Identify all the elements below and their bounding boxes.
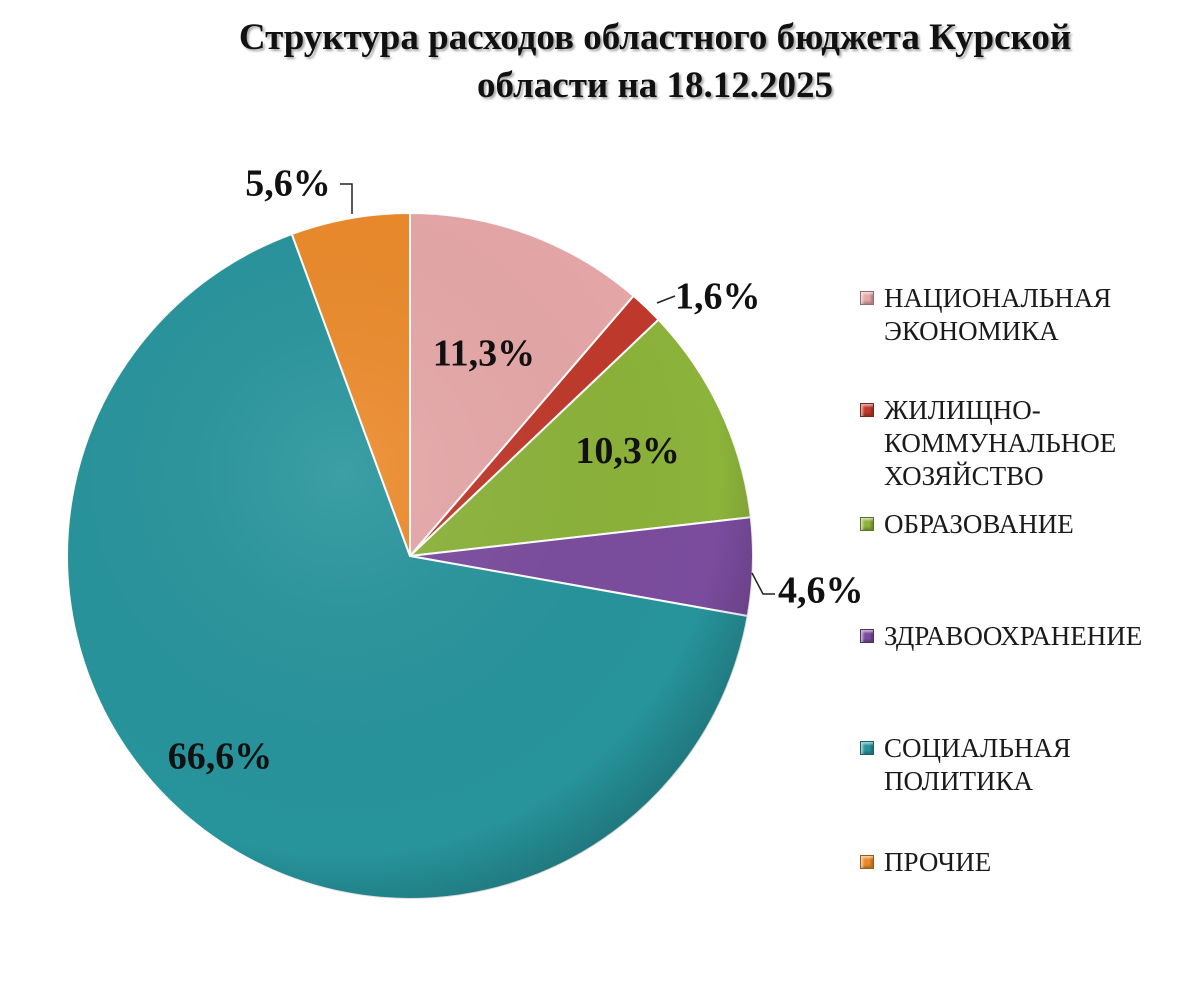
legend-label-line: ПРОЧИЕ [884,847,992,877]
chart-title-line-1: Структура расходов областного бюджета Ку… [238,17,1072,58]
legend-swatch-nat-econ [860,291,874,305]
legend-swatch-health [860,629,874,643]
pie-slices [66,211,754,900]
chart-title: Структура расходов областного бюджета Ку… [130,14,1180,110]
legend-label-line: ЭКОНОМИКА [884,316,1059,346]
legend-label-health: ЗДРАВООХРАНЕНИЕ [884,620,1142,653]
leader-line-health [751,572,775,595]
legend-item-other: ПРОЧИЕ [860,846,991,879]
slice-label-housing: 1,6% [675,276,761,318]
slice-labels: 11,3% 1,6% 10,3% 4,6% 66,6% 5,6% [168,163,864,778]
legend-label-line: СОЦИАЛЬНАЯ [884,733,1071,763]
legend-label-line: ХОЗЯЙСТВО [884,461,1044,491]
chart-title-line-2: области на 18.12.2025 [476,65,834,106]
leader-line-housing [656,295,676,304]
legend-label-line: ОБРАЗОВАНИЕ [884,509,1074,539]
legend-label-line: КОММУНАЛЬНОЕ [884,428,1117,458]
legend-item-social: СОЦИАЛЬНАЯ ПОЛИТИКА [860,732,1071,798]
legend-item-education: ОБРАЗОВАНИЕ [860,508,1074,541]
slice-label-health: 4,6% [778,570,864,612]
slice-label-education: 10,3% [575,430,680,472]
legend-label-line: ЖИЛИЩНО- [884,395,1041,425]
legend-label-other: ПРОЧИЕ [884,846,991,879]
legend-swatch-education [860,517,874,531]
slice-label-social: 66,6% [168,736,273,778]
legend-label-line: ЗДРАВООХРАНЕНИЕ [884,621,1143,651]
legend-item-health: ЗДРАВООХРАНЕНИЕ [860,620,1142,653]
legend-label-line: ПОЛИТИКА [884,766,1033,796]
legend-swatch-other [860,855,874,869]
slice-label-other: 5,6% [245,163,331,205]
legend-label-line: НАЦИОНАЛЬНАЯ [884,283,1112,313]
legend-label-housing: ЖИЛИЩНО- КОММУНАЛЬНОЕ ХОЗЯЙСТВО [884,394,1116,493]
leader-lines [340,183,775,595]
legend-item-housing: ЖИЛИЩНО- КОММУНАЛЬНОЕ ХОЗЯЙСТВО [860,394,1116,493]
slice-label-nat-econ: 11,3% [433,332,535,374]
legend-label-nat-econ: НАЦИОНАЛЬНАЯ ЭКОНОМИКА [884,282,1111,348]
leader-line-other [340,183,353,214]
legend-swatch-social [860,741,874,755]
legend-label-education: ОБРАЗОВАНИЕ [884,508,1074,541]
legend-swatch-housing [860,403,874,417]
legend-label-social: СОЦИАЛЬНАЯ ПОЛИТИКА [884,732,1071,798]
legend-item-nat-econ: НАЦИОНАЛЬНАЯ ЭКОНОМИКА [860,282,1111,348]
